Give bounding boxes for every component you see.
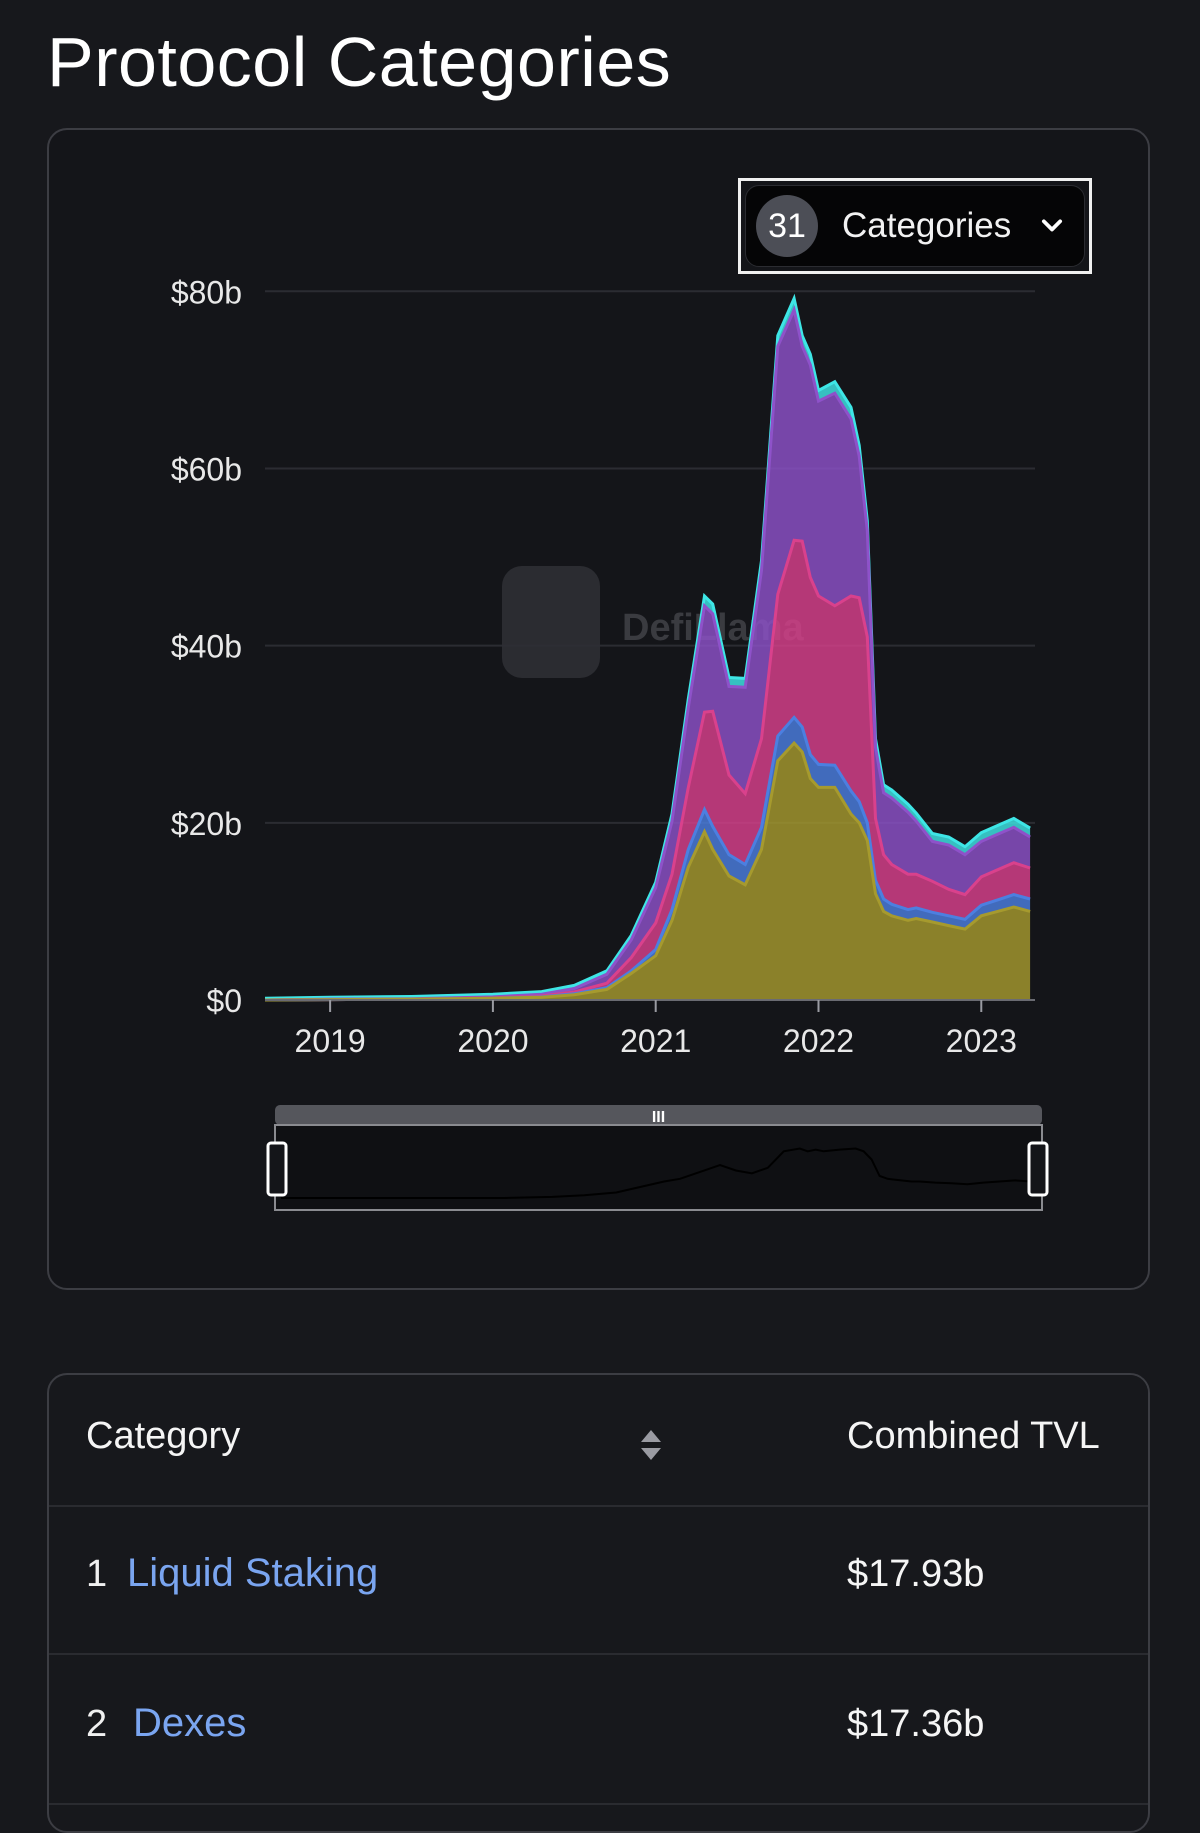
- area-series: [264, 293, 1031, 1002]
- area-series-line: [264, 293, 1031, 1000]
- area-series-line: [264, 715, 1031, 1002]
- slider-start-handle[interactable]: [266, 1141, 288, 1197]
- chevron-down-icon: [1041, 219, 1063, 232]
- area-series-fill: [265, 743, 1031, 1000]
- x-tick-label: 2020: [457, 1023, 528, 1059]
- range-slider[interactable]: III: [266, 1105, 1049, 1211]
- grid-lines: [265, 290, 1035, 824]
- area-series-line: [264, 538, 1031, 1002]
- slider-window[interactable]: [274, 1124, 1043, 1211]
- y-tick-label: $20b: [171, 806, 242, 842]
- sort-icon[interactable]: [639, 1428, 663, 1462]
- categories-label: Categories: [842, 206, 1012, 245]
- row-rank: 1: [86, 1553, 108, 1595]
- area-series-fill: [265, 309, 1031, 1000]
- y-tick-label: $40b: [171, 629, 242, 665]
- x-tick-label: 2021: [620, 1023, 691, 1059]
- row-tvl-value: $17.36b: [847, 1703, 985, 1745]
- categories-count-badge: 31: [756, 195, 818, 257]
- tvl-area-chart: DefiLlama $0$20b$40b$60b$80b 20192020202…: [171, 274, 1049, 1211]
- categories-table: Category Combined TVL 1 Liquid Staking $…: [47, 1373, 1150, 1833]
- table-row: 1 Liquid Staking $17.93b: [49, 1505, 1148, 1655]
- x-tick-label: 2019: [295, 1023, 366, 1059]
- page-title: Protocol Categories: [47, 23, 672, 101]
- slider-overview-line: [281, 1147, 1032, 1199]
- column-header-combined-tvl[interactable]: Combined TVL: [847, 1415, 1100, 1457]
- category-link[interactable]: Dexes: [133, 1701, 247, 1745]
- table-row: 2 Dexes $17.36b: [49, 1655, 1148, 1805]
- slider-grip-icon[interactable]: III: [652, 1109, 665, 1126]
- area-series-line: [264, 740, 1031, 1002]
- row-rank: 2: [86, 1703, 108, 1745]
- area-series-line: [264, 305, 1031, 1002]
- categories-dropdown[interactable]: 31 Categories: [738, 178, 1092, 274]
- slider-end-handle[interactable]: [1027, 1141, 1049, 1197]
- y-tick-label: $80b: [171, 274, 242, 310]
- chart-card: [47, 128, 1150, 1290]
- watermark-logo-icon: [502, 566, 600, 678]
- y-tick-label: $0: [206, 983, 242, 1019]
- row-tvl-value: $17.93b: [847, 1553, 985, 1595]
- area-series-fill: [265, 540, 1031, 1000]
- y-axis: $0 $20b $40b $60b $80b: [171, 274, 242, 1019]
- slider-drag-bar[interactable]: [275, 1105, 1042, 1125]
- area-series-fill: [265, 717, 1031, 1000]
- x-tick-label: 2023: [946, 1023, 1017, 1059]
- x-axis: 2019 2020 2021 2022 2023: [265, 999, 1035, 1059]
- column-header-category[interactable]: Category: [86, 1415, 241, 1457]
- x-tick-label: 2022: [783, 1023, 854, 1059]
- categories-dropdown-button[interactable]: 31 Categories: [745, 185, 1085, 267]
- table-header: Category Combined TVL: [49, 1375, 1148, 1507]
- y-tick-label: $60b: [171, 451, 242, 487]
- category-link[interactable]: Liquid Staking: [127, 1551, 379, 1595]
